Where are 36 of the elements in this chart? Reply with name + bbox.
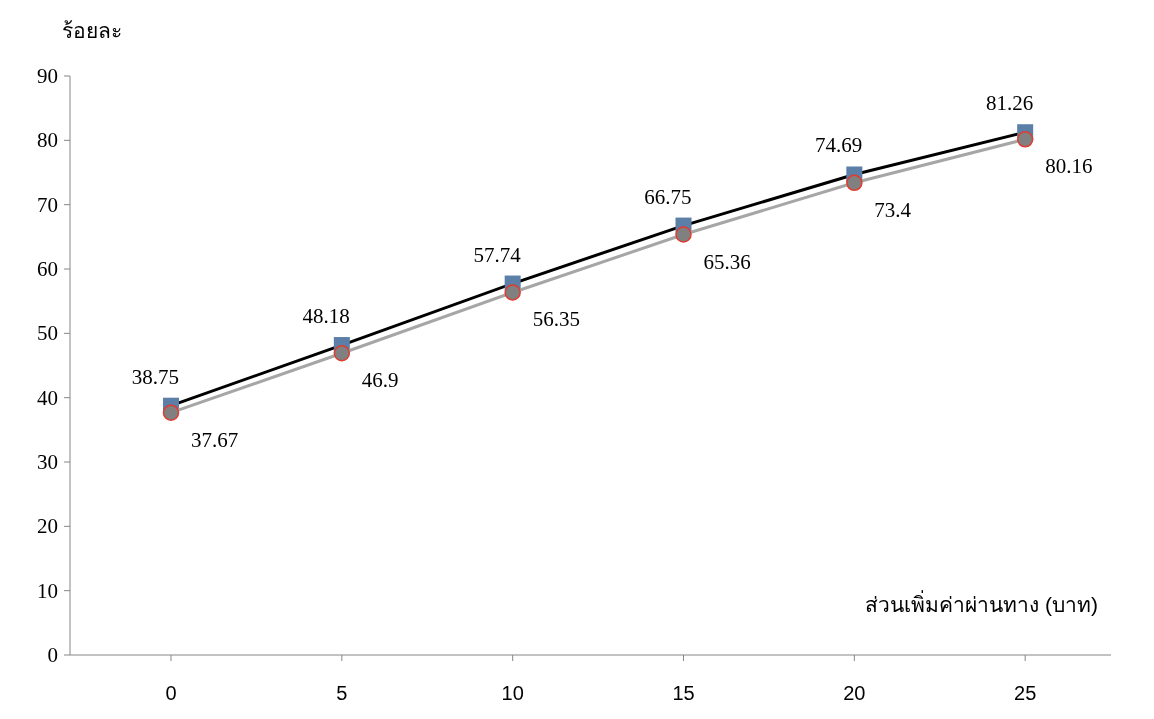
point <box>162 404 180 421</box>
y-tick-label: 0 <box>47 643 58 667</box>
y-tick-label: 50 <box>37 321 58 346</box>
data-label: 73.4 <box>874 197 912 222</box>
y-tick-label: 10 <box>37 578 58 603</box>
y-tick-label: 90 <box>37 64 58 88</box>
x-tick-label: 5 <box>336 682 348 704</box>
data-label: 56.35 <box>532 307 580 332</box>
x-tick-label: 20 <box>843 682 866 704</box>
y-tick-label: 70 <box>37 192 58 217</box>
point <box>1016 131 1034 148</box>
point <box>504 284 521 301</box>
data-label: 81.26 <box>985 91 1034 116</box>
x-tick-label: 15 <box>672 682 695 704</box>
y-tick-label: 20 <box>37 514 58 539</box>
data-label: 37.67 <box>191 427 239 452</box>
y-axis-title: ร้อยละ <box>62 19 122 42</box>
y-tick-label: 30 <box>37 450 58 474</box>
data-label: 80.16 <box>1045 154 1093 179</box>
y-tick-label: 40 <box>37 385 58 410</box>
point <box>675 226 692 243</box>
point <box>846 174 863 192</box>
data-label: 57.74 <box>473 242 522 267</box>
x-tick-label: 25 <box>1014 682 1037 704</box>
y-tick-label: 60 <box>37 257 58 281</box>
point <box>333 345 351 362</box>
x-tick-label: 10 <box>501 682 524 704</box>
data-label: 74.69 <box>815 133 863 158</box>
y-tick-label: 80 <box>37 128 58 153</box>
x-tick-label: 0 <box>165 682 177 704</box>
data-label: 65.36 <box>703 249 751 274</box>
data-label: 38.75 <box>131 364 179 389</box>
data-label: 46.9 <box>361 368 399 393</box>
x-axis-title: ส่วนเพิ่มค่าผ่านทาง (บาท) <box>865 590 1098 616</box>
data-label: 48.18 <box>302 304 350 329</box>
data-label: 66.75 <box>644 184 692 209</box>
